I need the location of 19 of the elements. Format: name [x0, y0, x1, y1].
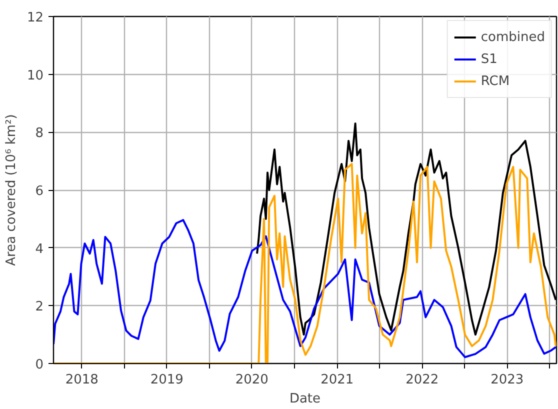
legend-label: S1: [480, 52, 498, 66]
legend-label: combined: [480, 30, 545, 44]
y-tick-label: 4: [35, 242, 44, 257]
y-tick-label: 10: [26, 68, 44, 84]
x-tick-label: 2020: [235, 372, 268, 388]
x-tick-label: 2019: [150, 372, 184, 388]
y-tick-label: 12: [26, 10, 44, 26]
y-axis-title: Area covered (10⁶ km²): [4, 114, 19, 266]
y-tick-label: 8: [35, 126, 44, 142]
x-tick-label: 2023: [490, 372, 524, 388]
y-tick-label: 2: [35, 300, 44, 315]
legend-label: RCM: [480, 74, 510, 88]
line-series: [54, 219, 556, 358]
x-tick-label: 2021: [320, 372, 354, 388]
y-tick-label: 0: [35, 358, 44, 372]
x-tick-label: 2018: [65, 372, 98, 388]
y-tick-label: 6: [35, 184, 44, 199]
x-axis-title: Date: [289, 392, 321, 406]
x-tick-label: 2022: [406, 372, 439, 388]
